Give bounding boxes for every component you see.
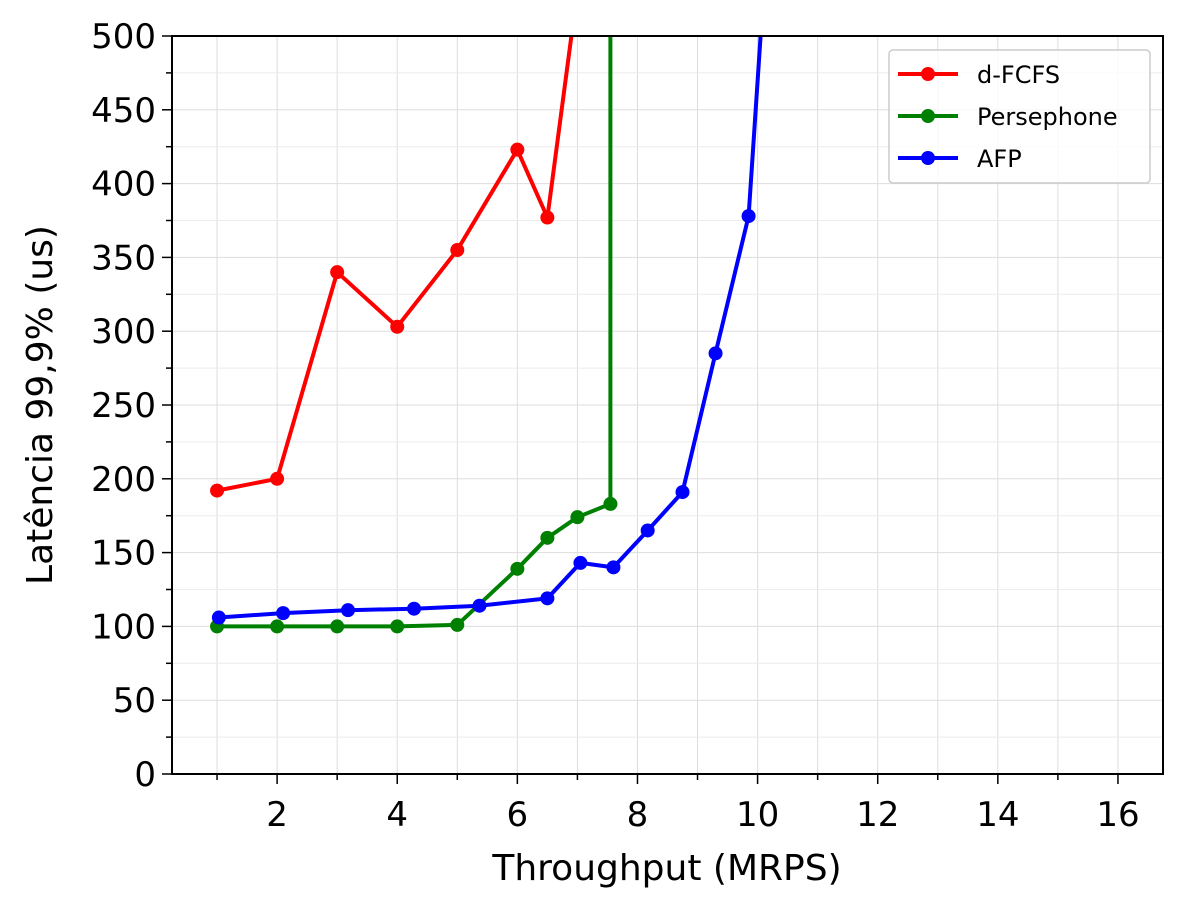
point-persephone: [390, 619, 405, 634]
series-line-persephone: [215, 36, 613, 629]
point-d-fcfs: [540, 210, 555, 225]
point-afp: [606, 560, 621, 575]
point-afp: [340, 603, 355, 618]
point-persephone: [450, 617, 465, 632]
point-d-fcfs: [210, 483, 225, 498]
legend-box: [888, 49, 1151, 184]
x-tick-label: 16: [1096, 795, 1139, 835]
point-d-fcfs: [330, 265, 345, 280]
x-tick-label: 14: [976, 795, 1019, 835]
point-persephone: [603, 496, 618, 511]
point-afp: [276, 606, 291, 621]
y-tick-label: 500: [91, 17, 156, 57]
legend-marker-afp: [921, 151, 935, 165]
point-afp: [741, 209, 756, 224]
point-d-fcfs: [450, 243, 465, 258]
x-tick-label: 2: [266, 795, 288, 835]
point-afp: [407, 601, 422, 616]
x-tick-label: 12: [856, 795, 899, 835]
point-d-fcfs: [510, 142, 525, 157]
point-afp: [640, 523, 655, 538]
ticks: 2 4 6 8 10 12 14 16 0 50 100 150 200 250 300 350 400 450 5…: [91, 17, 1139, 835]
point-persephone: [330, 619, 345, 634]
legend-marker-persephone: [921, 109, 935, 123]
point-persephone: [270, 619, 285, 634]
legend-label-afp: AFP: [977, 145, 1022, 173]
x-tick-label: 10: [736, 795, 779, 835]
point-afp: [211, 610, 226, 625]
point-persephone: [570, 510, 585, 525]
point-d-fcfs: [270, 471, 285, 486]
point-persephone: [540, 530, 555, 545]
grid: [172, 35, 1163, 775]
x-tick-label: 4: [386, 795, 408, 835]
legend: d-FCFS Persephone AFP: [888, 49, 1151, 184]
y-tick-label: 200: [91, 460, 156, 500]
x-tick-label: 6: [507, 795, 529, 835]
legend-marker-d-fcfs: [921, 67, 935, 81]
y-axis-label: Latência 99,9% (us): [20, 225, 61, 585]
point-afp: [472, 598, 487, 613]
y-tick-label: 400: [91, 165, 156, 205]
point-afp: [540, 591, 555, 606]
y-tick-label: 450: [91, 91, 156, 131]
point-persephone: [510, 561, 525, 576]
legend-label-d-fcfs: d-FCFS: [977, 61, 1060, 89]
x-axis-label: Throughput (MRPS): [491, 848, 841, 889]
x-tick-label: 8: [627, 795, 649, 835]
y-tick-label: 250: [91, 386, 156, 426]
point-d-fcfs: [390, 319, 405, 334]
point-afp: [708, 346, 723, 361]
y-tick-label: 150: [91, 534, 156, 574]
point-afp: [675, 485, 690, 500]
series-line-afp: [216, 36, 763, 620]
series-layer: [210, 36, 763, 634]
y-tick-label: 50: [113, 681, 156, 721]
y-tick-label: 100: [91, 607, 156, 647]
point-afp: [573, 555, 588, 570]
y-tick-label: 350: [91, 238, 156, 278]
y-tick-label: 0: [134, 755, 156, 795]
y-tick-label: 300: [91, 312, 156, 352]
legend-label-persephone: Persephone: [977, 103, 1118, 131]
